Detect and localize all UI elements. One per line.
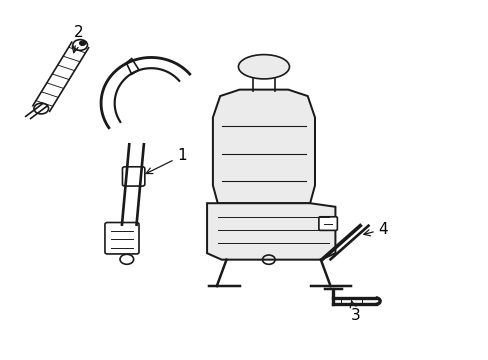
Text: 1: 1 [146, 148, 187, 174]
Polygon shape [126, 59, 139, 74]
FancyBboxPatch shape [318, 217, 337, 230]
Ellipse shape [238, 55, 289, 79]
Polygon shape [212, 90, 314, 203]
Text: 2: 2 [72, 25, 83, 53]
Polygon shape [206, 203, 335, 260]
Text: 4: 4 [363, 222, 387, 237]
FancyBboxPatch shape [105, 222, 139, 254]
Text: 3: 3 [349, 301, 360, 323]
Circle shape [80, 41, 85, 45]
FancyBboxPatch shape [122, 167, 144, 186]
